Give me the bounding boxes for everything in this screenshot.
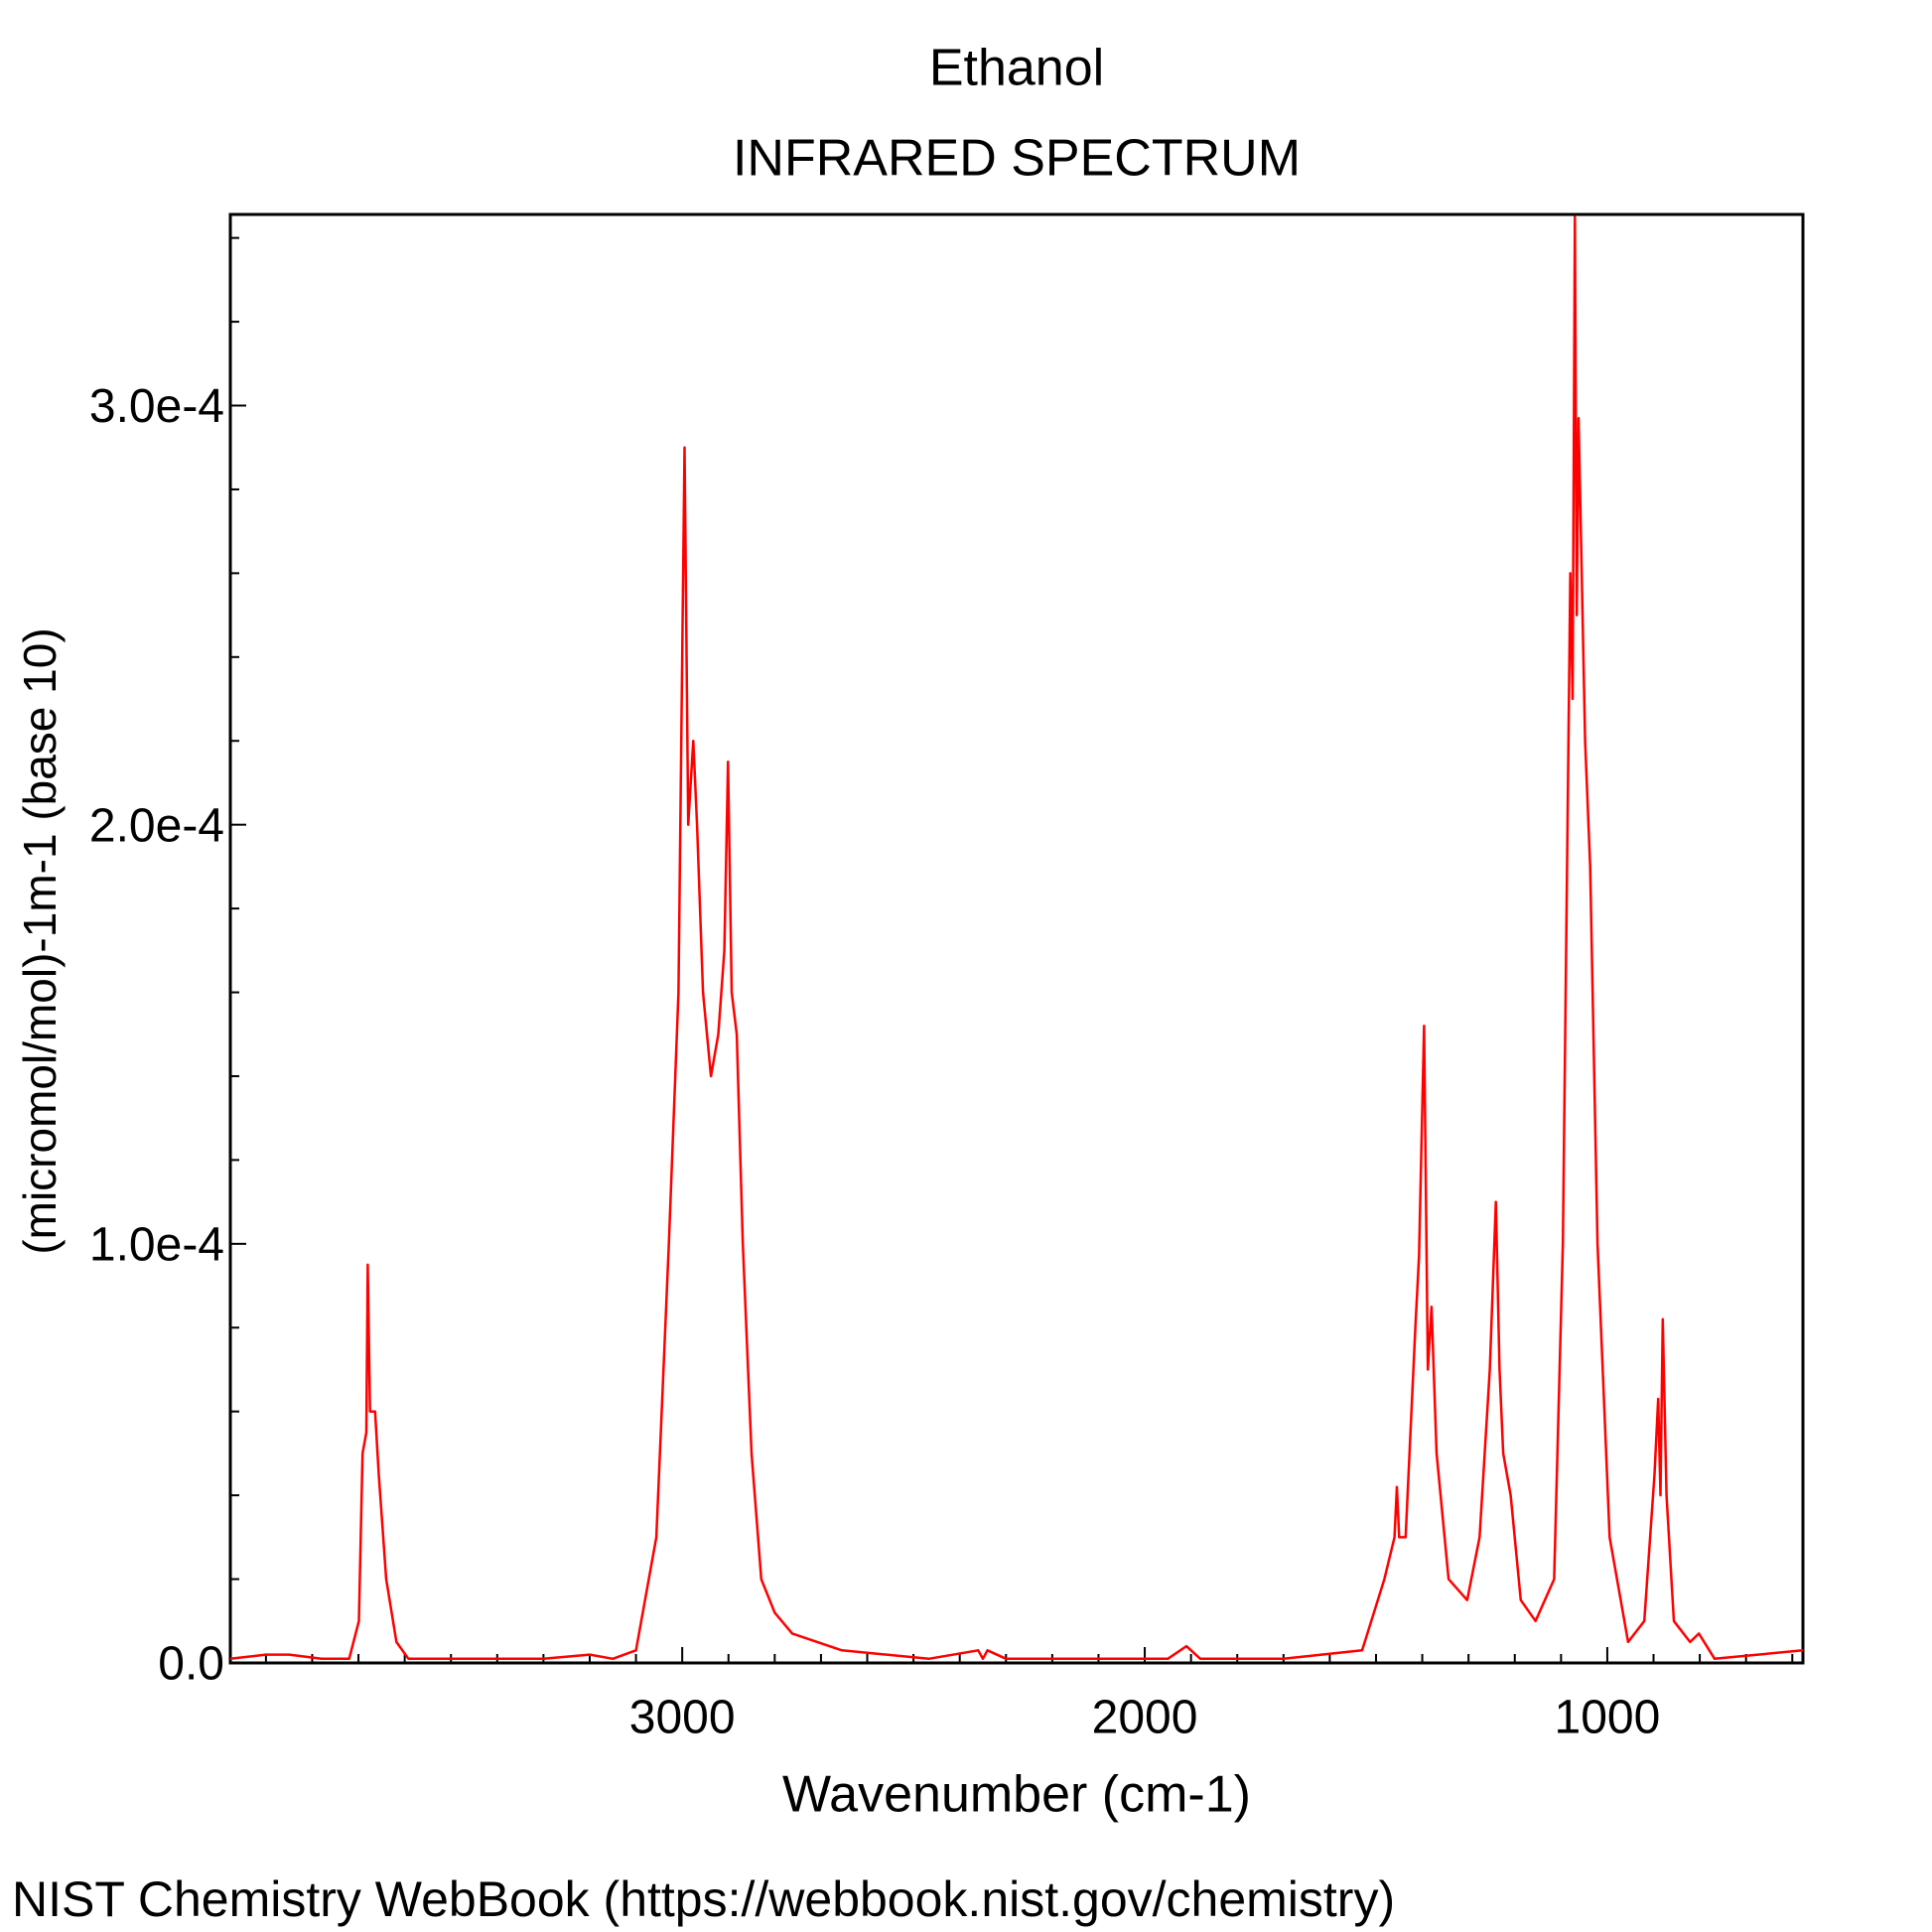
chart-title: Ethanol	[929, 40, 1104, 97]
x-tick-label: 3000	[629, 1692, 736, 1744]
y-tick-label: 2.0e-4	[89, 799, 224, 852]
plot-frame	[228, 212, 1805, 1665]
y-tick-label: 3.0e-4	[89, 380, 224, 433]
x-tick-label: 2000	[1092, 1692, 1198, 1744]
y-tick-label: 0.0	[158, 1638, 224, 1691]
chart-subtitle: INFRARED SPECTRUM	[733, 130, 1301, 188]
x-tick-label: 1000	[1555, 1692, 1661, 1744]
footer: NIST Chemistry WebBook (https://webbook.…	[12, 1871, 1395, 1927]
y-tick-label: 1.0e-4	[89, 1219, 224, 1272]
spectrum-line	[229, 215, 1804, 1661]
x-axis-label: Wavenumber (cm-1)	[782, 1766, 1251, 1824]
y-axis-label: (micromol/mol)-1m-1 (base 10)	[14, 627, 66, 1254]
